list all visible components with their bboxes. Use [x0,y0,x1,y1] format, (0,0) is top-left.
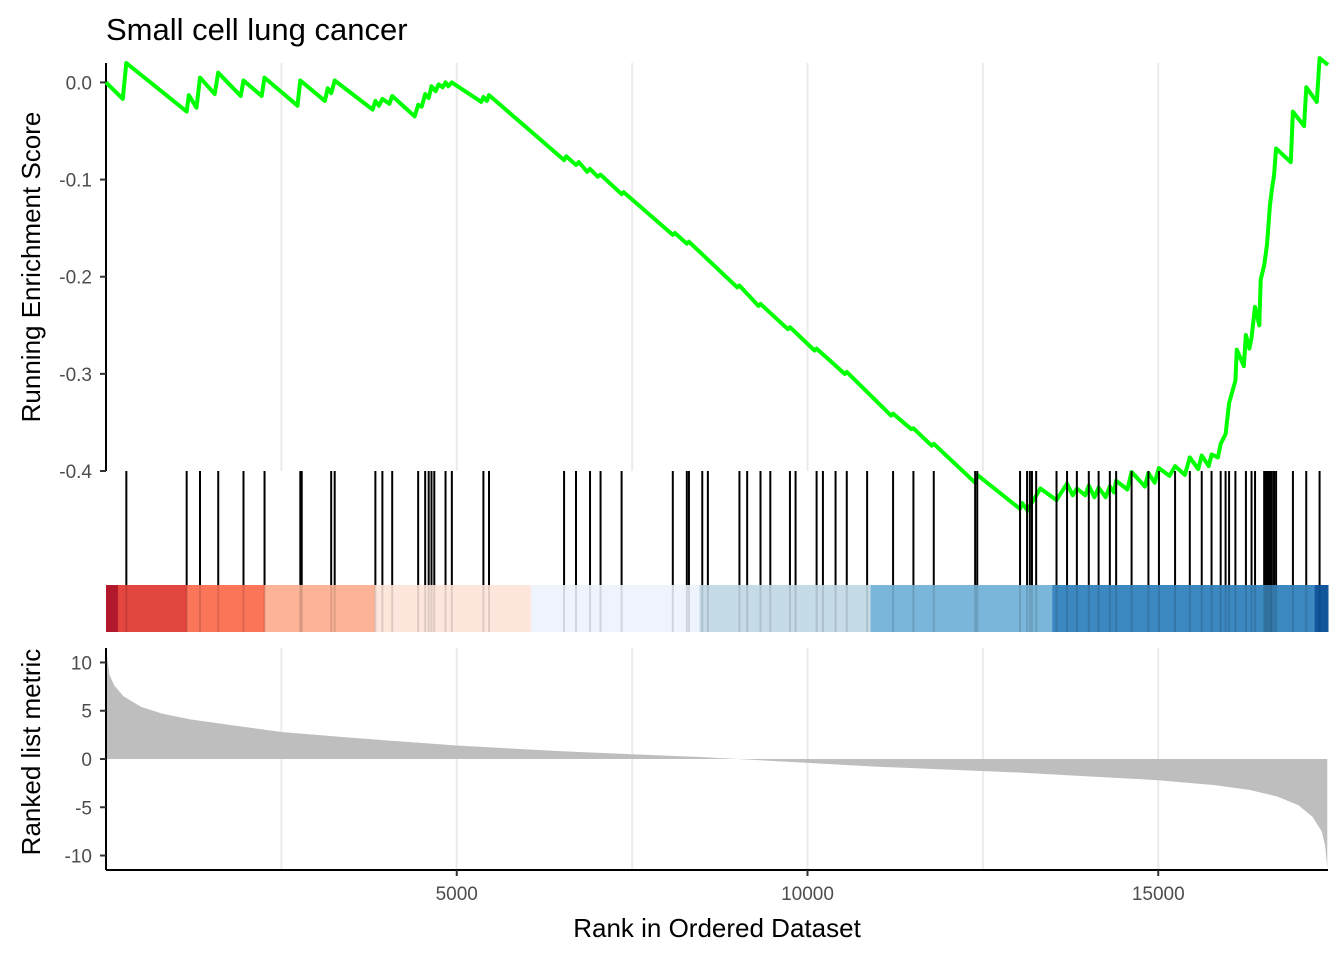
heatmap-bin [1314,585,1329,632]
x-axis: 5000 10000 15000 [106,869,1328,905]
y-tick-label: 0.0 [66,73,92,94]
y-tick-label: -0.1 [59,171,92,192]
y-tick-label: 0 [81,750,92,771]
y-tick-label: -0.4 [59,462,92,483]
x-tick-label: 15000 [1132,884,1185,905]
ranked-list-panel: 10 5 0 -5 -10 Ranked list metric [16,648,1328,870]
y-tick-label: 5 [81,702,92,723]
running-score-y-ticks: 0.0 -0.1 -0.2 -0.3 -0.4 [59,63,107,483]
running-score-gridlines [280,63,1160,471]
y-tick-label: -0.3 [59,365,92,386]
x-tick-label: 10000 [781,884,834,905]
heatmap-bin [531,585,700,632]
heatmap-bin [1052,585,1316,632]
ranked-list-axis-title: Ranked list metric [16,649,46,856]
rank-heatmap-bar [106,585,1329,632]
heatmap-bin [374,585,532,632]
y-tick-label: -5 [75,798,92,819]
running-score-panel: 0.0 -0.1 -0.2 -0.3 -0.4 Running Enrichment S… [16,56,1330,513]
x-axis-title: Rank in Ordered Dataset [573,913,861,943]
ranked-list-metric-area [106,648,1328,869]
gene-hit-panel [125,471,1321,585]
running-score-axis-title: Running Enrichment Score [16,112,46,423]
y-tick-label: 10 [71,653,92,674]
ranked-list-y-ticks: 10 5 0 -5 -10 [65,648,107,870]
running-enrichment-score-line [104,56,1330,513]
y-tick-label: -0.2 [59,268,92,289]
heatmap-bin [186,585,266,632]
y-tick-label: -10 [65,847,92,868]
heatmap-bin [870,585,1053,632]
heatmap-bin [106,585,119,632]
heatmap-bin [699,585,872,632]
heatmap-bin [264,585,376,632]
chart-title: Small cell lung cancer [106,12,408,47]
heatmap-bin [117,585,188,632]
x-tick-label: 5000 [436,884,478,905]
